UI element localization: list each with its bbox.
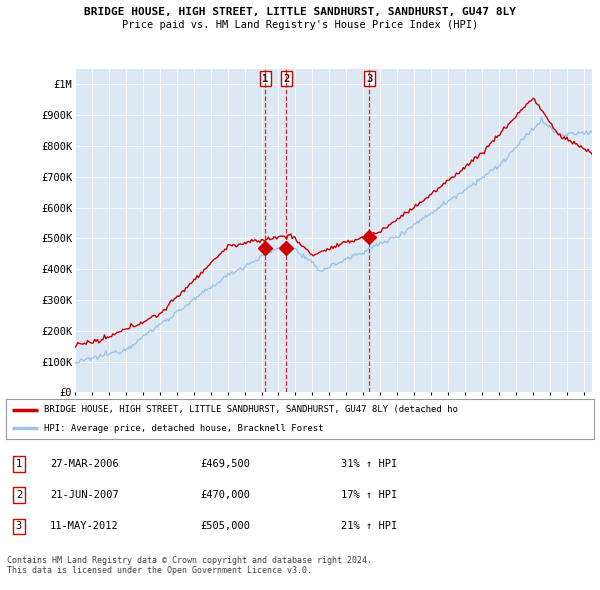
Text: 2: 2	[283, 74, 290, 84]
Text: This data is licensed under the Open Government Licence v3.0.: This data is licensed under the Open Gov…	[7, 566, 312, 575]
Text: 31% ↑ HPI: 31% ↑ HPI	[341, 459, 397, 469]
Text: 17% ↑ HPI: 17% ↑ HPI	[341, 490, 397, 500]
Text: 21% ↑ HPI: 21% ↑ HPI	[341, 522, 397, 532]
Text: 2: 2	[16, 490, 22, 500]
Text: £505,000: £505,000	[200, 522, 250, 532]
Text: 21-JUN-2007: 21-JUN-2007	[50, 490, 119, 500]
Text: £470,000: £470,000	[200, 490, 250, 500]
Text: 1: 1	[16, 459, 22, 469]
Text: HPI: Average price, detached house, Bracknell Forest: HPI: Average price, detached house, Brac…	[44, 424, 324, 432]
Text: 3: 3	[16, 522, 22, 532]
Text: BRIDGE HOUSE, HIGH STREET, LITTLE SANDHURST, SANDHURST, GU47 8LY: BRIDGE HOUSE, HIGH STREET, LITTLE SANDHU…	[84, 7, 516, 17]
Text: 27-MAR-2006: 27-MAR-2006	[50, 459, 119, 469]
Text: 11-MAY-2012: 11-MAY-2012	[50, 522, 119, 532]
Text: 1: 1	[262, 74, 269, 84]
Text: BRIDGE HOUSE, HIGH STREET, LITTLE SANDHURST, SANDHURST, GU47 8LY (detached ho: BRIDGE HOUSE, HIGH STREET, LITTLE SANDHU…	[44, 405, 458, 414]
Text: Contains HM Land Registry data © Crown copyright and database right 2024.: Contains HM Land Registry data © Crown c…	[7, 556, 372, 565]
Text: 3: 3	[366, 74, 373, 84]
Text: Price paid vs. HM Land Registry's House Price Index (HPI): Price paid vs. HM Land Registry's House …	[122, 20, 478, 30]
Text: £469,500: £469,500	[200, 459, 250, 469]
